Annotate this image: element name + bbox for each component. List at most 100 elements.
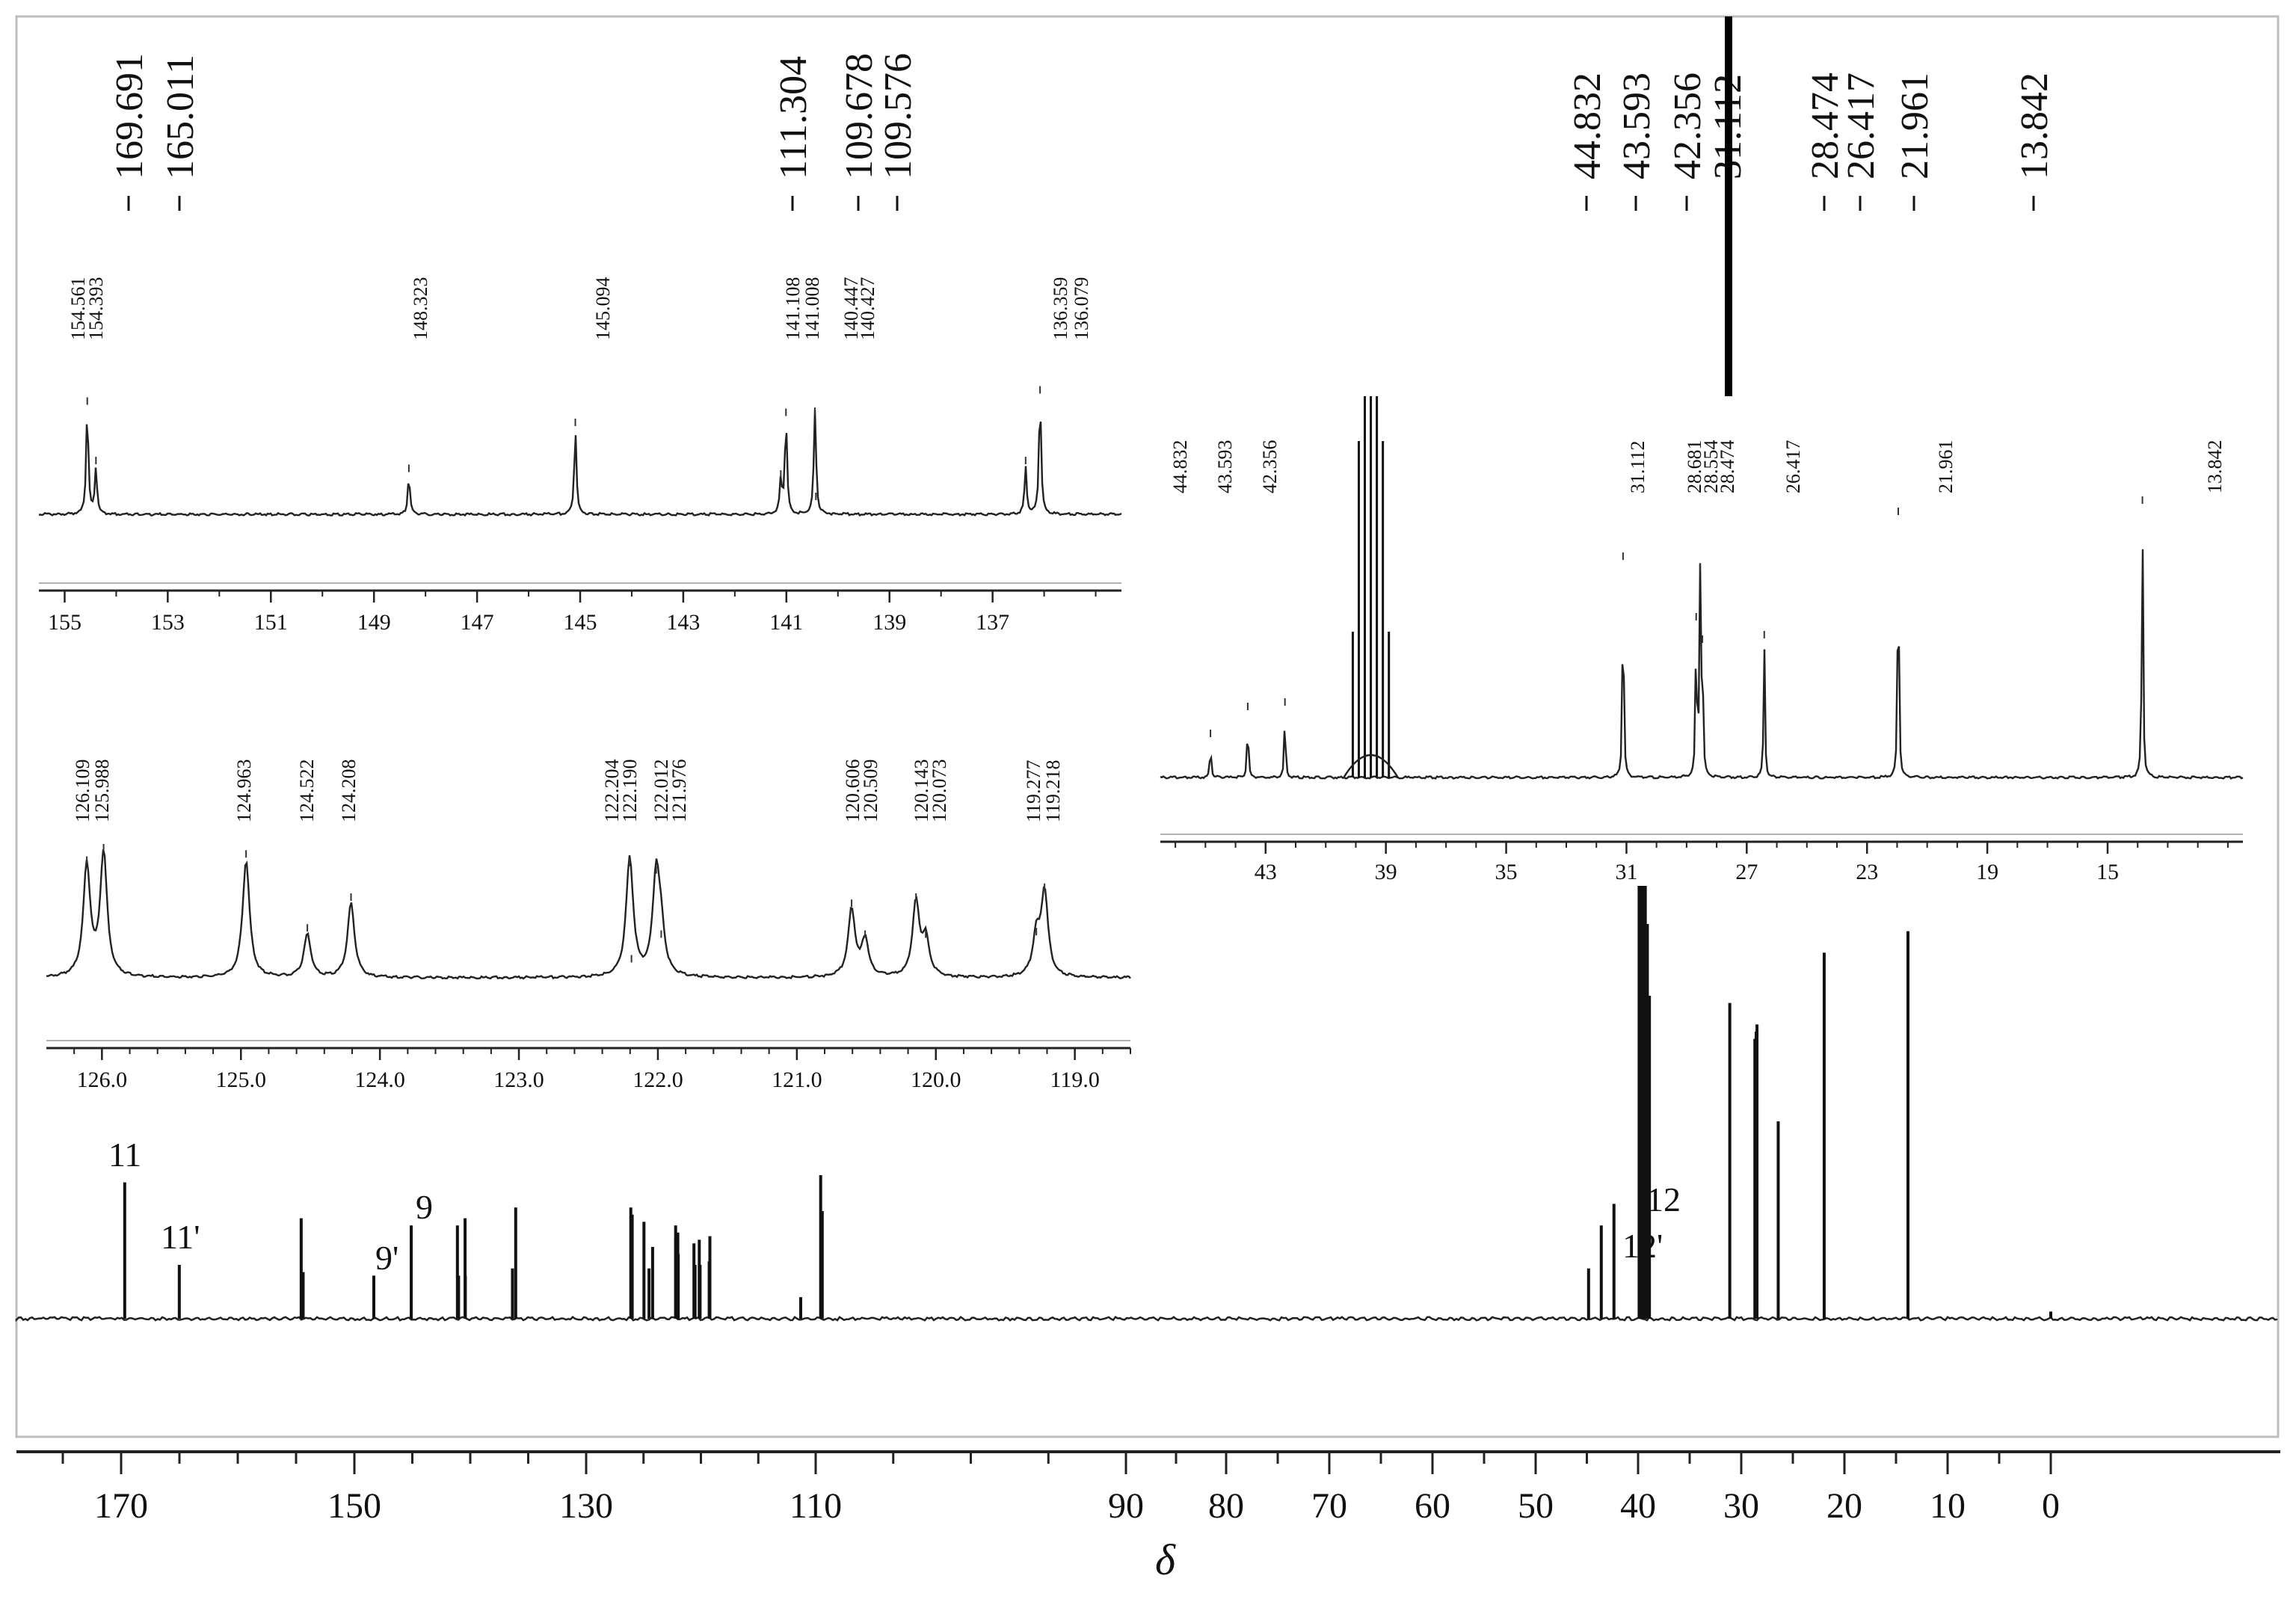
- main-tick-label: 170: [94, 1486, 148, 1526]
- inset-peak-label: 122.190: [619, 760, 641, 823]
- main-spectrum: [15, 886, 2278, 1322]
- inset-peak-label: 119.218: [1042, 760, 1064, 822]
- inset-tick-label: 141: [769, 610, 803, 635]
- main-top-peak-label: 169.691: [108, 53, 151, 179]
- main-top-peak-label: 43.593: [1616, 73, 1658, 179]
- main-top-peak-label: 28.474: [1804, 73, 1847, 179]
- main-top-peak-label: 13.842: [2013, 73, 2056, 179]
- inset-peak-label: 140.447: [840, 277, 862, 341]
- inset-peak-label: 119.277: [1023, 760, 1044, 822]
- inset-tick-label: 153: [151, 610, 185, 635]
- inset-peak-label: 154.561: [67, 277, 89, 341]
- inset-peak-label: 28.681: [1684, 440, 1705, 494]
- main-tick-label: 40: [1620, 1486, 1656, 1526]
- inset-peak-label: 28.474: [1717, 440, 1738, 494]
- inset-peak-label: 124.208: [338, 760, 360, 823]
- inset-tick-label: 143: [666, 610, 700, 635]
- main-tick-label: 20: [1826, 1486, 1862, 1526]
- inset-peak-label: 120.143: [911, 760, 932, 823]
- main-x-axis: 170 150 130 110 90 80 70 60 50 40 30 20 10 0: [16, 1450, 2280, 1526]
- inset-tick-label: 125.0: [216, 1068, 267, 1092]
- main-tick-label: 130: [559, 1486, 613, 1526]
- inset-peak-label: 141.108: [782, 277, 804, 341]
- inset-tick-label: 27: [1735, 860, 1758, 884]
- inset-tick-label: 137: [976, 610, 1009, 635]
- main-tick-label: 90: [1108, 1486, 1144, 1526]
- inset-tick-label: 124.0: [354, 1068, 405, 1092]
- inset-tick-label: 123.0: [493, 1068, 544, 1092]
- main-tick-label: 10: [1930, 1486, 1966, 1526]
- main-tick-label: 70: [1311, 1486, 1347, 1526]
- inset-tick-label: 149: [357, 610, 391, 635]
- inset-peak-label: 120.073: [929, 760, 950, 823]
- inset-tick-label: 147: [461, 610, 494, 635]
- inset-tick-label: 23: [1856, 860, 1878, 884]
- main-tick-label: 150: [327, 1486, 381, 1526]
- inset-tick-label: 126.0: [77, 1068, 128, 1092]
- main-tick-label: 60: [1415, 1486, 1450, 1526]
- inset-peak-label: 140.427: [857, 277, 878, 341]
- plot-frame: [15, 15, 2280, 1438]
- inset-peak-label: 43.593: [1214, 440, 1236, 494]
- inset-tick-label: 43: [1255, 860, 1277, 884]
- inset-tick-label: 119.0: [1050, 1068, 1099, 1092]
- inset-peak-label: 154.393: [85, 277, 107, 341]
- main-top-peak-label: 21.961: [1894, 73, 1936, 179]
- inset-tick-label: 19: [1976, 860, 1998, 884]
- inset-tick-label: 120.0: [911, 1068, 961, 1092]
- inset-aliphatic-43-15: 44.832 43.593 42.356 31.112 28.68128.55428.4…: [1160, 396, 2244, 884]
- main-baseline: [15, 1316, 2278, 1322]
- annotation-11: 11: [108, 1136, 141, 1174]
- inset-trace: [38, 409, 1122, 517]
- main-tick-label: 0: [2042, 1486, 2060, 1526]
- inset-peak-label: 124.963: [233, 760, 255, 823]
- inset-trace: [1160, 549, 2244, 780]
- inset-peak-label: 120.606: [842, 760, 864, 823]
- inset-peak-label: 126.109: [72, 760, 93, 823]
- annotation-11-prime: 11': [161, 1218, 200, 1256]
- inset-peak-label: 148.323: [410, 277, 431, 341]
- inset-tick-label: 151: [254, 610, 288, 635]
- annotation-9: 9: [416, 1188, 433, 1226]
- inset-peak-label: 26.417: [1782, 440, 1804, 494]
- inset-peak-label: 120.509: [860, 760, 881, 823]
- inset-peak-label: 121.976: [668, 760, 690, 823]
- main-tick-label: 50: [1518, 1486, 1554, 1526]
- inset-tick-label: 15: [2096, 860, 2119, 884]
- main-top-peak-label: 42.356: [1666, 73, 1709, 179]
- x-axis-label: δ: [1155, 1535, 1176, 1584]
- inset-peak-label: 44.832: [1169, 440, 1191, 494]
- inset-tick-label: 145: [564, 610, 597, 635]
- main-top-peak-label: 111.304: [772, 56, 815, 179]
- inset-peak-label: 136.359: [1050, 277, 1071, 341]
- inset-peak-label: 124.522: [296, 760, 318, 823]
- inset-peak-label: 31.112: [1627, 440, 1649, 493]
- inset-tick-label: 139: [872, 610, 906, 635]
- inset-peak-label: 21.961: [1935, 440, 1957, 494]
- main-top-peak-label: 109.576: [877, 53, 920, 179]
- annotation-9-prime: 9': [375, 1239, 398, 1277]
- main-top-peak-label: 109.678: [838, 53, 881, 179]
- main-top-peak-label: 26.417: [1840, 73, 1883, 179]
- inset-tick-label: 122.0: [633, 1068, 683, 1092]
- inset-tick-label: 31: [1615, 860, 1637, 884]
- inset-peak-label: 42.356: [1259, 440, 1281, 494]
- inset-peak-label: 145.094: [592, 277, 614, 341]
- solvent-envelope: [1343, 754, 1399, 778]
- inset-peak-label: 141.008: [801, 277, 823, 341]
- inset-peak-label: 28.554: [1700, 440, 1722, 494]
- main-top-peak-label: 165.011: [159, 55, 202, 179]
- inset-tick-label: 121.0: [772, 1068, 822, 1092]
- peak-assignments: 11 11' 9' 9 12 12': [108, 1136, 1681, 1277]
- inset-tick-label: 35: [1495, 860, 1518, 884]
- inset-tick-label: 155: [48, 610, 81, 635]
- inset-trace: [46, 849, 1131, 980]
- inset-peak-label: 122.012: [650, 760, 672, 823]
- inset-peak-label: 125.988: [91, 760, 113, 823]
- main-tick-label: 110: [790, 1486, 842, 1526]
- main-tick-label: 80: [1208, 1486, 1244, 1526]
- annotation-12: 12: [1646, 1180, 1681, 1219]
